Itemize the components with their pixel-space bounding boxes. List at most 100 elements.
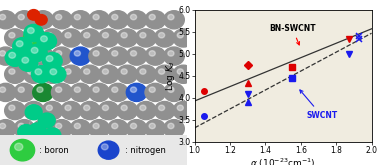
Circle shape bbox=[44, 128, 61, 143]
Circle shape bbox=[51, 120, 72, 138]
Circle shape bbox=[177, 33, 183, 38]
Circle shape bbox=[117, 29, 138, 47]
Circle shape bbox=[0, 120, 16, 138]
Circle shape bbox=[121, 69, 127, 74]
Circle shape bbox=[5, 49, 25, 66]
Circle shape bbox=[33, 11, 53, 29]
Circle shape bbox=[154, 65, 175, 83]
Circle shape bbox=[154, 29, 175, 47]
Circle shape bbox=[33, 120, 53, 138]
Circle shape bbox=[56, 14, 62, 20]
Circle shape bbox=[5, 65, 25, 83]
Circle shape bbox=[130, 87, 136, 92]
Circle shape bbox=[101, 144, 108, 150]
Circle shape bbox=[33, 134, 50, 149]
Circle shape bbox=[28, 28, 34, 33]
Circle shape bbox=[74, 14, 81, 20]
Circle shape bbox=[126, 47, 147, 65]
Circle shape bbox=[9, 69, 15, 74]
Circle shape bbox=[112, 123, 118, 129]
Circle shape bbox=[42, 65, 63, 83]
Circle shape bbox=[50, 69, 57, 75]
Circle shape bbox=[117, 65, 138, 83]
Circle shape bbox=[0, 14, 6, 20]
Circle shape bbox=[108, 120, 128, 138]
Circle shape bbox=[23, 101, 44, 120]
Circle shape bbox=[173, 29, 194, 47]
Circle shape bbox=[19, 54, 38, 71]
Circle shape bbox=[18, 125, 35, 139]
Text: SWCNT: SWCNT bbox=[300, 90, 338, 120]
Circle shape bbox=[121, 33, 127, 38]
Circle shape bbox=[16, 41, 23, 47]
Circle shape bbox=[61, 101, 81, 120]
Circle shape bbox=[136, 29, 156, 47]
FancyBboxPatch shape bbox=[0, 135, 187, 165]
Circle shape bbox=[35, 69, 42, 75]
Circle shape bbox=[149, 123, 155, 129]
Circle shape bbox=[28, 105, 34, 111]
Circle shape bbox=[102, 105, 108, 111]
Circle shape bbox=[51, 83, 72, 101]
Circle shape bbox=[108, 83, 128, 101]
Text: : boron: : boron bbox=[39, 146, 69, 155]
Circle shape bbox=[130, 123, 136, 129]
Circle shape bbox=[74, 51, 81, 56]
Circle shape bbox=[84, 105, 90, 111]
Circle shape bbox=[121, 105, 127, 111]
Circle shape bbox=[140, 105, 146, 111]
Circle shape bbox=[112, 87, 118, 92]
Circle shape bbox=[126, 120, 147, 138]
Circle shape bbox=[37, 123, 43, 129]
Circle shape bbox=[28, 33, 34, 38]
Circle shape bbox=[43, 52, 62, 70]
Circle shape bbox=[65, 69, 71, 74]
Circle shape bbox=[9, 33, 15, 38]
Circle shape bbox=[33, 47, 53, 65]
Circle shape bbox=[70, 47, 91, 65]
Circle shape bbox=[164, 11, 184, 29]
Circle shape bbox=[108, 47, 128, 65]
Circle shape bbox=[168, 87, 174, 92]
Circle shape bbox=[136, 65, 156, 83]
Circle shape bbox=[29, 123, 46, 138]
Circle shape bbox=[102, 33, 108, 38]
Circle shape bbox=[13, 38, 32, 55]
Circle shape bbox=[93, 87, 99, 92]
Circle shape bbox=[108, 11, 128, 29]
Circle shape bbox=[126, 11, 147, 29]
Circle shape bbox=[18, 51, 24, 56]
Circle shape bbox=[164, 47, 184, 65]
Circle shape bbox=[14, 83, 35, 101]
Circle shape bbox=[79, 29, 100, 47]
Circle shape bbox=[158, 105, 165, 111]
Circle shape bbox=[177, 69, 183, 74]
Circle shape bbox=[98, 101, 119, 120]
Circle shape bbox=[140, 69, 146, 74]
Circle shape bbox=[140, 33, 146, 38]
Circle shape bbox=[164, 120, 184, 138]
Circle shape bbox=[46, 69, 53, 74]
Circle shape bbox=[46, 56, 53, 62]
Circle shape bbox=[168, 51, 174, 56]
Circle shape bbox=[70, 120, 91, 138]
Circle shape bbox=[0, 83, 16, 101]
Circle shape bbox=[14, 47, 35, 65]
Circle shape bbox=[10, 139, 35, 161]
Circle shape bbox=[15, 143, 23, 150]
Circle shape bbox=[46, 33, 53, 38]
Circle shape bbox=[22, 57, 29, 63]
Circle shape bbox=[38, 113, 55, 128]
Circle shape bbox=[84, 69, 90, 74]
Circle shape bbox=[89, 120, 110, 138]
Circle shape bbox=[177, 105, 183, 111]
Circle shape bbox=[24, 24, 43, 42]
Y-axis label: Log $K_d$: Log $K_d$ bbox=[164, 60, 177, 91]
Circle shape bbox=[23, 29, 44, 47]
Circle shape bbox=[9, 52, 15, 58]
Circle shape bbox=[145, 83, 166, 101]
Circle shape bbox=[89, 11, 110, 29]
Circle shape bbox=[51, 47, 72, 65]
Text: : nitrogen: : nitrogen bbox=[125, 146, 166, 155]
Circle shape bbox=[164, 83, 184, 101]
